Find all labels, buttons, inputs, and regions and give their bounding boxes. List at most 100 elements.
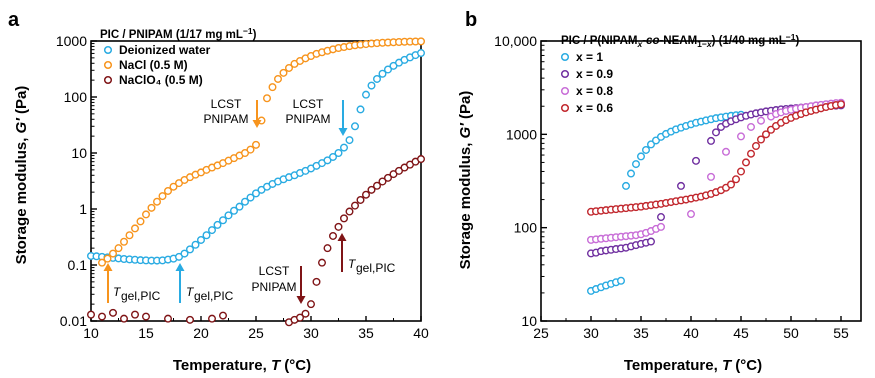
panel-a-y-tick-label: 1 bbox=[79, 201, 87, 217]
panel-a-series-3-point bbox=[86, 310, 95, 319]
panel-a-series-1-point bbox=[362, 90, 371, 99]
panel-a-series-3-point bbox=[307, 300, 316, 309]
panel-a-series-3-point bbox=[119, 314, 128, 323]
panel-a-series-2-point bbox=[141, 210, 150, 219]
panel-a-legend-marker-2 bbox=[103, 60, 113, 70]
panel-a-series-1-point bbox=[185, 245, 194, 254]
panel-a-series-2-point bbox=[136, 217, 145, 226]
panel-b-x-tick-label: 55 bbox=[833, 325, 849, 341]
panel-a-tgel-label-1: T bbox=[113, 285, 122, 299]
panel-a-lcst-label-3: LCST bbox=[259, 264, 290, 278]
panel-a-series-3-point bbox=[185, 315, 194, 324]
panel-b-series-3-point bbox=[747, 122, 756, 131]
panel-a-series-2-point bbox=[125, 231, 134, 240]
panel-a-series-1-point bbox=[384, 65, 393, 74]
panel-a-legend-marker-1 bbox=[103, 45, 113, 55]
panel-b-letter: b bbox=[465, 9, 477, 31]
panel-a-series-3-point bbox=[97, 312, 106, 321]
panel-b-x-tick-label: 35 bbox=[633, 325, 649, 341]
panel-a-series-1-point bbox=[218, 216, 227, 225]
panel-a-tgel-sublabel-1: gel,PIC bbox=[121, 289, 161, 303]
panel-b-legend-label-3: x = 0.8 bbox=[576, 84, 613, 98]
panel-a-series-3-point bbox=[378, 177, 387, 186]
panel-a-series-1-point bbox=[323, 156, 332, 165]
panel-a-lcst-arrowhead-3 bbox=[296, 296, 306, 304]
panel-a-legend-title: PIC / PNIPAM (1/17 mg mL−1) bbox=[100, 26, 257, 41]
panel-a-x-tick-label: 25 bbox=[248, 325, 264, 341]
panel-b-series-1-point bbox=[622, 181, 631, 190]
panel-b-x-axis-title: Temperature, T (°C) bbox=[624, 357, 762, 374]
panel-b-series-4-point bbox=[737, 167, 746, 176]
panel-a-series-1-point bbox=[235, 202, 244, 211]
panel-a-x-tick-label: 15 bbox=[138, 325, 154, 341]
panel-b-series-1-point bbox=[647, 140, 656, 149]
panel-a-series-1-point bbox=[191, 240, 200, 249]
panel-a-series-3-point bbox=[218, 311, 227, 320]
panel-a-lcst-arrowhead-1 bbox=[252, 120, 262, 128]
panel-b-frame bbox=[540, 40, 862, 322]
panel-b-legend-label-4: x = 0.6 bbox=[576, 101, 613, 115]
panel-b-series-1-point bbox=[617, 276, 626, 285]
panel-a-series-3-point bbox=[141, 312, 150, 321]
panel-b-y-tick-label: 1000 bbox=[506, 126, 537, 142]
panel-b-series-3-point bbox=[657, 222, 666, 231]
panel-a-tgel-label-3: T bbox=[348, 257, 357, 271]
panel-a-x-tick-label: 10 bbox=[83, 325, 99, 341]
panel-b-series-2-point bbox=[692, 156, 701, 165]
panel-a-y-tick-label: 10 bbox=[71, 145, 87, 161]
panel-a-series-1-point bbox=[224, 211, 233, 220]
panel-a-x-tick-label: 35 bbox=[358, 325, 374, 341]
panel-a-x-tick-label: 20 bbox=[193, 325, 209, 341]
panel-a-legend-label-3: NaClO₄ (0.5 M) bbox=[119, 73, 203, 87]
panel-b-series-4-point bbox=[752, 141, 761, 150]
panel-b-series-3-point bbox=[737, 132, 746, 141]
panel-a-lcst-sublabel-1: PNIPAM bbox=[203, 112, 248, 126]
panel-b-series-3-point bbox=[687, 210, 696, 219]
panel-a-series-1-point bbox=[417, 49, 426, 58]
panel-a-series-2-point bbox=[240, 148, 249, 157]
panel-b-legend-marker-1 bbox=[560, 52, 570, 62]
panel-a-series-3-point bbox=[323, 244, 332, 253]
panel-a-series-3-point bbox=[417, 155, 426, 164]
panel-a-series-1-point bbox=[240, 197, 249, 206]
panel-a-series-2-point bbox=[285, 63, 294, 72]
panel-a-tgel-label-2: T bbox=[186, 285, 195, 299]
panel-a-y-tick-label: 100 bbox=[64, 89, 88, 105]
panel-a-series-1-point bbox=[373, 74, 382, 83]
panel-b-x-tick-label: 40 bbox=[683, 325, 699, 341]
panel-a-series-1-point bbox=[378, 69, 387, 78]
panel-a-series-1-point bbox=[356, 105, 365, 114]
panel-b-y-axis-title: Storage modulus, G′ (Pa) bbox=[457, 91, 474, 270]
panel-a-y-axis-title: Storage modulus, G′ (Pa) bbox=[13, 86, 30, 265]
panel-b-series-4-point bbox=[732, 175, 741, 184]
panel-b-series-2-point bbox=[647, 237, 656, 246]
panel-b-series-1-point bbox=[632, 160, 641, 169]
panel-b-legend-marker-4 bbox=[560, 103, 570, 113]
panel-a-series-1-point bbox=[229, 206, 238, 215]
panel-a-series-3-point bbox=[296, 313, 305, 322]
panel-b-legend-marker-2 bbox=[560, 69, 570, 79]
panel-a-x-tick-label: 40 bbox=[413, 325, 429, 341]
panel-b-series-2-point bbox=[677, 181, 686, 190]
panel-a-x-tick-label: 30 bbox=[303, 325, 319, 341]
panel-a-series-1-point bbox=[251, 189, 260, 198]
panel-a-series-3-point bbox=[301, 309, 310, 318]
panel-a-series-3-point bbox=[384, 173, 393, 182]
panel-a-legend-label-2: NaCl (0.5 M) bbox=[119, 58, 188, 72]
panel-a-series-1-point bbox=[340, 143, 349, 152]
panel-b-series-4-point bbox=[837, 100, 846, 109]
panel-a-series-2-point bbox=[158, 192, 167, 201]
panel-a-lcst-sublabel-3: PNIPAM bbox=[251, 280, 296, 294]
panel-a-tgel-sublabel-2: gel,PIC bbox=[194, 289, 234, 303]
panel-a-series-2-point bbox=[108, 249, 117, 258]
plot-layer: 10 15 20 25 30 35 40 0.01 0.1 1 10 100 1000 Deionized… bbox=[56, 33, 862, 341]
panel-a-series-2-point bbox=[130, 224, 139, 233]
panel-a-series-3-point bbox=[362, 190, 371, 199]
panel-a-series-1-point bbox=[202, 231, 211, 240]
panel-a-lcst-label-2: LCST bbox=[293, 97, 324, 111]
panel-a-series-1-point bbox=[196, 235, 205, 244]
panel-a-y-tick-label: 1000 bbox=[56, 33, 87, 49]
panel-b-series-3-point bbox=[722, 147, 731, 156]
panel-a-series-3-point bbox=[312, 277, 321, 286]
